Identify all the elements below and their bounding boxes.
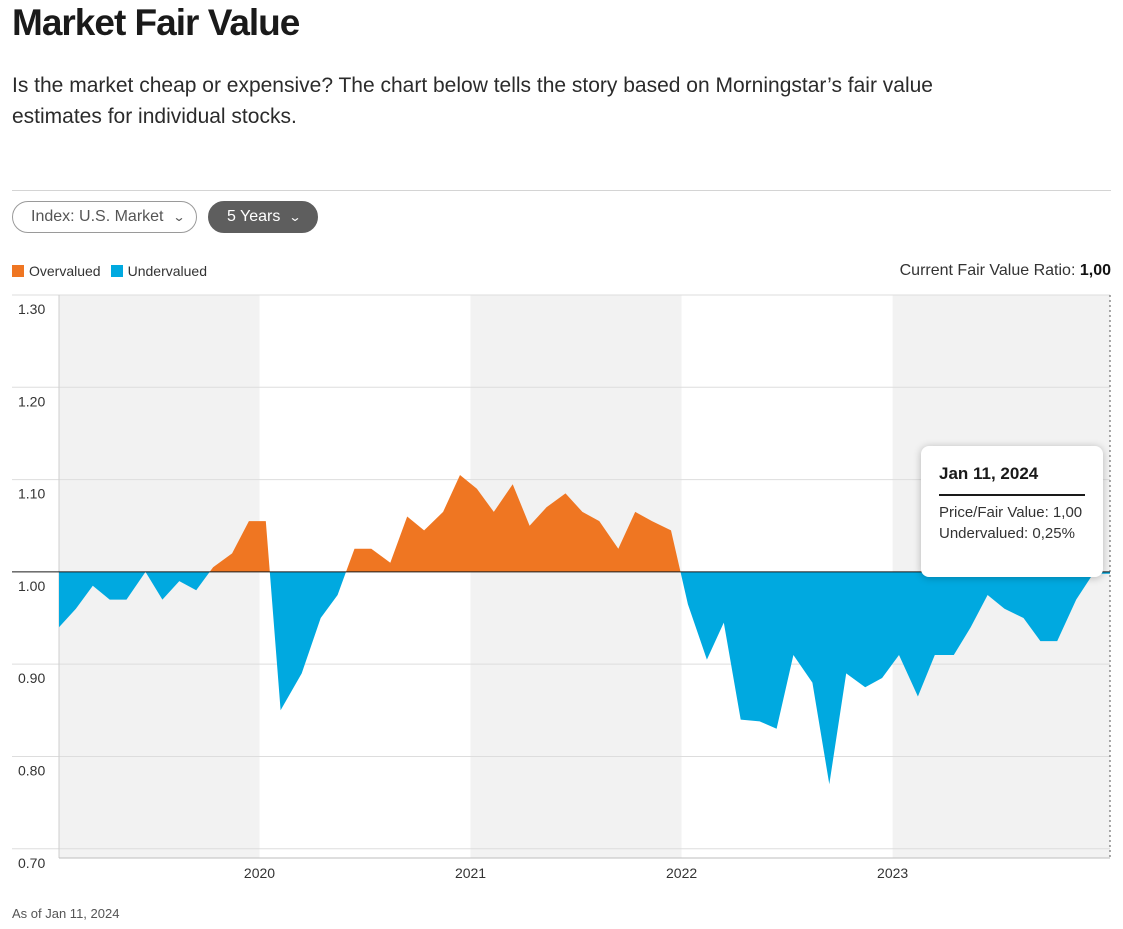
chart-legend: Overvalued Undervalued: [12, 263, 217, 279]
current-ratio-label: Current Fair Value Ratio:: [899, 262, 1076, 279]
tooltip-date: Jan 11, 2024: [939, 464, 1085, 496]
undervalued-area: [269, 571, 346, 711]
year-band: [470, 295, 682, 858]
page-title: Market Fair Value: [12, 2, 300, 43]
y-tick-label: 1.20: [18, 393, 45, 409]
period-dropdown[interactable]: 5 Years ⌄: [208, 201, 318, 233]
x-tick-label: 2022: [666, 865, 697, 881]
tooltip-price-fair-value: Price/Fair Value: 1,00: [939, 504, 1083, 521]
legend-label-overvalued: Overvalued: [29, 263, 101, 279]
overvalued-area: [346, 475, 681, 572]
chevron-down-icon: ⌄: [288, 210, 302, 224]
overvalued-area: [209, 521, 270, 572]
undervalued-swatch: [110, 265, 123, 277]
as-of-date: As of Jan 11, 2024: [12, 906, 120, 921]
legend-item-undervalued: Undervalued: [110, 263, 207, 279]
index-dropdown-label: Index: U.S. Market: [31, 208, 164, 225]
tooltip-undervalued: Undervalued: 0,25%: [939, 525, 1075, 542]
index-dropdown[interactable]: Index: U.S. Market ⌄: [12, 201, 197, 233]
y-tick-label: 0.70: [18, 855, 45, 871]
undervalued-area: [680, 571, 1110, 785]
y-tick-label: 0.90: [18, 670, 45, 686]
legend-label-undervalued: Undervalued: [127, 263, 207, 279]
x-tick-label: 2021: [455, 865, 486, 881]
undervalued-area: [59, 571, 146, 628]
fair-value-chart[interactable]: 1.30 1.20 1.10 1.00 0.90 0.80 0.70 2020 2021 2022…: [0, 285, 1123, 890]
y-tick-label: 0.80: [18, 762, 45, 778]
x-tick-label: 2020: [244, 865, 275, 881]
y-tick-label: 1.00: [18, 578, 45, 594]
x-tick-label: 2023: [877, 865, 908, 881]
current-fair-value-ratio: Current Fair Value Ratio: 1,00: [900, 262, 1111, 280]
chart-tooltip: Jan 11, 2024 Price/Fair Value: 1,00 Unde…: [921, 446, 1103, 577]
legend-item-overvalued: Overvalued: [12, 263, 101, 279]
page-subtitle: Is the market cheap or expensive? The ch…: [12, 74, 933, 128]
section-divider: [12, 190, 1111, 191]
period-dropdown-label: 5 Years: [227, 208, 281, 225]
chevron-down-icon: ⌄: [171, 210, 186, 224]
y-tick-label: 1.30: [18, 301, 45, 317]
current-ratio-value: 1,00: [1079, 262, 1111, 279]
overvalued-swatch: [12, 265, 24, 277]
undervalued-area: [145, 571, 210, 600]
y-tick-label: 1.10: [18, 486, 45, 502]
